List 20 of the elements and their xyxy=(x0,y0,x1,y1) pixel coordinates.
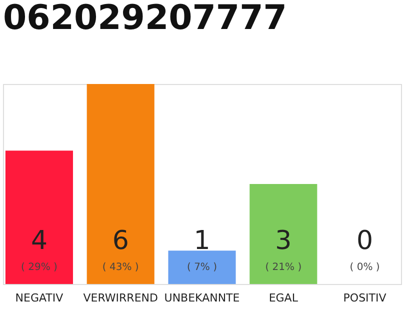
annotation: ( 29% ) xyxy=(21,262,58,273)
bar xyxy=(250,184,318,284)
annotation: ( 0% ) xyxy=(350,262,380,273)
bar xyxy=(86,84,154,284)
data-label: 3 xyxy=(275,226,292,256)
bar xyxy=(168,250,236,284)
annotation: ( 21% ) xyxy=(265,262,302,273)
x-tick-label: EGAL xyxy=(268,292,299,304)
data-label: 6 xyxy=(112,226,129,256)
chart-title: 062029207777 xyxy=(3,0,287,38)
data-label: 1 xyxy=(194,226,210,256)
x-tick-label: UNBEKANNTE xyxy=(164,292,240,304)
bar xyxy=(5,150,73,284)
annotation: ( 7% ) xyxy=(186,262,218,273)
x-tick-label: NEGATIV xyxy=(15,292,64,304)
x-tick-label: POSITIV xyxy=(343,292,387,304)
data-label: 0 xyxy=(356,226,374,256)
x-tick-label: VERWIRREND xyxy=(83,292,158,304)
annotation: ( 43% ) xyxy=(102,262,139,273)
data-label: 4 xyxy=(30,226,48,256)
